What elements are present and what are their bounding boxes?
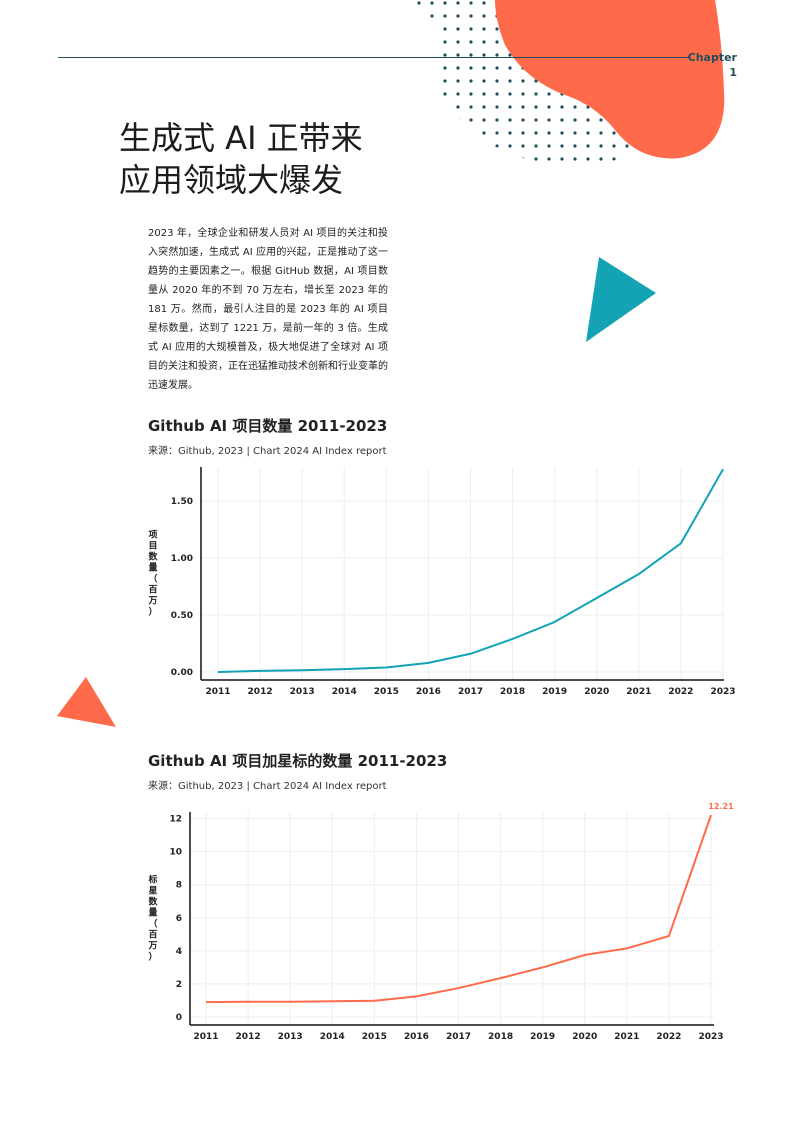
chapter-label: Chapter — [687, 51, 737, 64]
y-tick-label: 4 — [176, 947, 182, 957]
x-tick-label: 2012 — [236, 1032, 261, 1042]
y-tick-label: 2 — [176, 980, 182, 990]
orange-triangle — [57, 677, 116, 727]
body-paragraph: 2023 年，全球企业和研发人员对 AI 项目的关注和投入突然加速，生成式 AI… — [148, 228, 388, 391]
x-tick-label: 2016 — [416, 687, 441, 697]
x-tick-label: 2011 — [205, 687, 230, 697]
page-title: 生成式 AI 正带来 应用领域大爆发 — [119, 117, 363, 201]
x-tick-label: 2021 — [614, 1032, 639, 1042]
x-tick-label: 2020 — [572, 1032, 597, 1042]
y-tick-label: 1.50 — [171, 497, 193, 507]
x-tick-label: 2019 — [542, 687, 567, 697]
x-tick-label: 2018 — [488, 1032, 513, 1042]
data-label: 12.21 — [708, 802, 734, 811]
chapter-number: 1 — [729, 66, 737, 79]
y-tick-label: 6 — [176, 914, 182, 924]
y-tick-label: 0 — [176, 1013, 182, 1023]
x-tick-label: 2015 — [374, 687, 399, 697]
x-tick-label: 2019 — [530, 1032, 555, 1042]
x-tick-label: 2014 — [320, 1032, 345, 1042]
x-tick-label: 2018 — [500, 687, 525, 697]
chart-2-source: 来源：Github, 2023 | Chart 2024 AI Index re… — [148, 781, 387, 792]
y-axis-label: 项目数量（百万） — [147, 530, 158, 618]
x-tick-label: 2013 — [290, 687, 315, 697]
x-tick-label: 2023 — [698, 1032, 723, 1042]
x-tick-label: 2014 — [332, 687, 357, 697]
y-tick-label: 0.00 — [171, 668, 193, 678]
chart-2-title: Github AI 项目加星标的数量 2011-2023 — [148, 752, 448, 770]
x-tick-label: 2020 — [584, 687, 609, 697]
orange-blob — [495, 0, 725, 159]
title-line-1: 生成式 AI 正带来 — [119, 119, 363, 157]
x-tick-label: 2016 — [404, 1032, 429, 1042]
x-tick-label: 2013 — [278, 1032, 303, 1042]
chart-1-source: 来源：Github, 2023 | Chart 2024 AI Index re… — [148, 446, 387, 457]
y-tick-label: 10 — [169, 848, 182, 858]
x-tick-label: 2012 — [248, 687, 273, 697]
x-tick-label: 2017 — [446, 1032, 471, 1042]
x-tick-label: 2023 — [710, 687, 735, 697]
teal-triangle — [586, 257, 656, 342]
y-tick-label: 8 — [176, 881, 182, 891]
header-rule — [58, 57, 690, 58]
y-axis-label: 标星数量（百万） — [147, 874, 158, 963]
x-tick-label: 2011 — [193, 1032, 218, 1042]
y-tick-label: 12 — [169, 815, 182, 825]
y-tick-label: 1.00 — [171, 554, 193, 564]
x-tick-label: 2022 — [668, 687, 693, 697]
x-tick-label: 2022 — [656, 1032, 681, 1042]
title-line-2: 应用领域大爆发 — [119, 161, 344, 199]
x-tick-label: 2021 — [626, 687, 651, 697]
y-tick-label: 0.50 — [171, 611, 193, 621]
x-tick-label: 2017 — [458, 687, 483, 697]
x-tick-label: 2015 — [362, 1032, 387, 1042]
chart-1-title: Github AI 项目数量 2011-2023 — [148, 417, 388, 435]
